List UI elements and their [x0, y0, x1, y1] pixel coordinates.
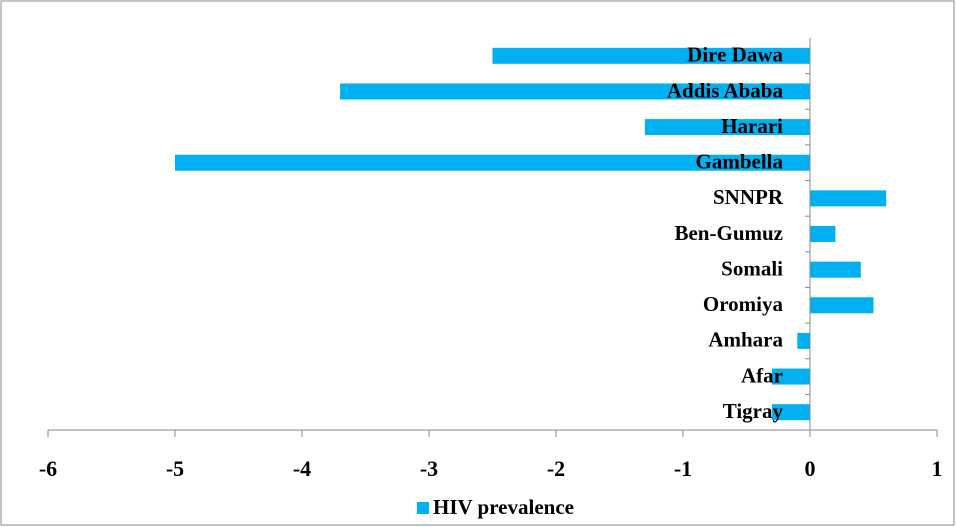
category-label: Amhara	[708, 328, 783, 352]
category-label: Afar	[741, 363, 783, 387]
x-tick-label: -5	[166, 456, 184, 481]
bar	[644, 119, 810, 136]
x-tick-label: -3	[420, 456, 438, 481]
bar	[810, 261, 861, 278]
category-label: SNNPR	[713, 185, 784, 209]
category-label: Ben-Gumuz	[674, 221, 783, 245]
legend-swatch	[417, 502, 429, 514]
bar	[492, 47, 810, 64]
x-tick-label: -4	[293, 456, 311, 481]
category-label: Harari	[721, 114, 783, 138]
category-label: Oromiya	[703, 292, 784, 316]
x-tick-label: 0	[805, 456, 816, 481]
x-tick-label: -2	[547, 456, 565, 481]
bar	[771, 404, 810, 421]
x-tick-label: 1	[932, 456, 943, 481]
legend-label: HIV prevalence	[433, 495, 574, 519]
bar	[175, 154, 810, 171]
bar	[771, 368, 810, 385]
category-label: Dire Dawa	[687, 43, 783, 67]
bar	[340, 83, 810, 100]
category-label: Somali	[721, 256, 783, 280]
category-label: Gambella	[696, 150, 784, 174]
x-tick-label: -6	[39, 456, 57, 481]
bar	[797, 332, 810, 349]
bar	[810, 226, 836, 242]
category-label: Addis Ababa	[667, 78, 784, 102]
bar	[810, 190, 887, 207]
x-tick-label: -1	[674, 456, 692, 481]
bar	[810, 297, 874, 314]
category-label: Tigray	[723, 399, 784, 423]
